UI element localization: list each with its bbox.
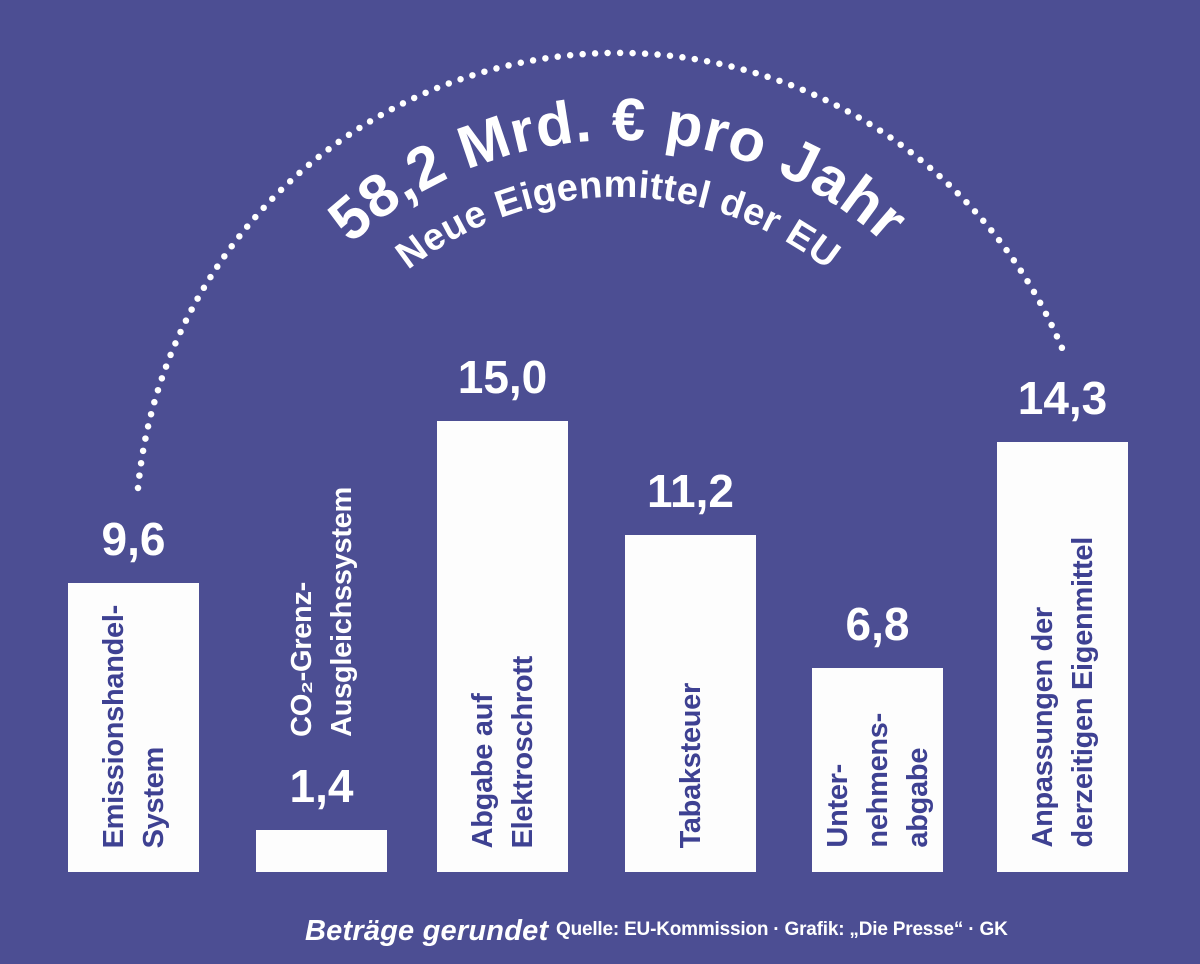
value-label-elektroschrott: 15,0 [457, 351, 548, 403]
bar-label-unternehmensabgabe: Unter- nehmens- abgabe [821, 713, 934, 848]
bar-label-anpassungen: Anpassungen der derzeitigen Eigenmittel [1026, 537, 1099, 848]
value-label-emissionshandel: 9,6 [101, 513, 166, 565]
value-label-tabaksteuer: 11,2 [647, 465, 734, 517]
bar-label-elektroschrott: Abgabe auf Elektroschrott [466, 655, 539, 848]
value-label-unternehmensabgabe: 6,8 [845, 598, 910, 650]
value-label-anpassungen: 14,3 [1017, 372, 1108, 424]
bar-label-emissionshandel: Emissionshandel- System [97, 604, 170, 848]
bar-emissionshandel-system: Emissionshandel- System [68, 583, 199, 872]
bar-label-co2-grenzausgleich: CO₂-Grenz- Ausgleichssystem [285, 487, 358, 737]
dotted-arc [134, 49, 1066, 492]
bar-unternehmensabgabe: Unter- nehmens- abgabe [812, 668, 943, 872]
bar-abgabe-elektroschrott: Abgabe auf Elektroschrott [437, 421, 568, 872]
source-credit: Quelle: EU-Kommission · Grafik: „Die Pre… [556, 919, 1008, 940]
bar-label-wrapper-co2: CO₂-Grenz- Ausgleichssystem [256, 487, 387, 737]
rounding-note: Beträge gerundet [305, 915, 549, 947]
bar-label-tabaksteuer: Tabaksteuer [674, 682, 707, 848]
bar-co2-grenzausgleichssystem [256, 830, 387, 872]
bar-anpassungen-eigenmittel: Anpassungen der derzeitigen Eigenmittel [997, 442, 1128, 872]
value-label-co2-grenzausgleich: 1,4 [289, 760, 354, 812]
bar-tabaksteuer: Tabaksteuer [625, 535, 756, 872]
